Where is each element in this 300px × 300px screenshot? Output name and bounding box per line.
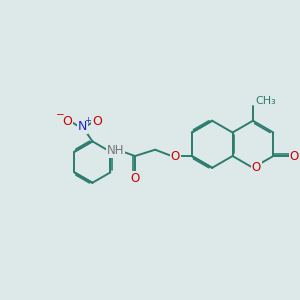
Text: O: O [62, 115, 72, 128]
Text: N: N [78, 120, 87, 133]
Text: O: O [290, 149, 299, 163]
Text: −: − [56, 110, 65, 120]
Text: NH: NH [107, 144, 124, 157]
Text: +: + [84, 116, 91, 124]
Text: O: O [130, 172, 140, 185]
Text: CH₃: CH₃ [255, 96, 276, 106]
Text: O: O [171, 149, 180, 163]
Text: O: O [92, 115, 102, 128]
Text: O: O [252, 161, 261, 174]
